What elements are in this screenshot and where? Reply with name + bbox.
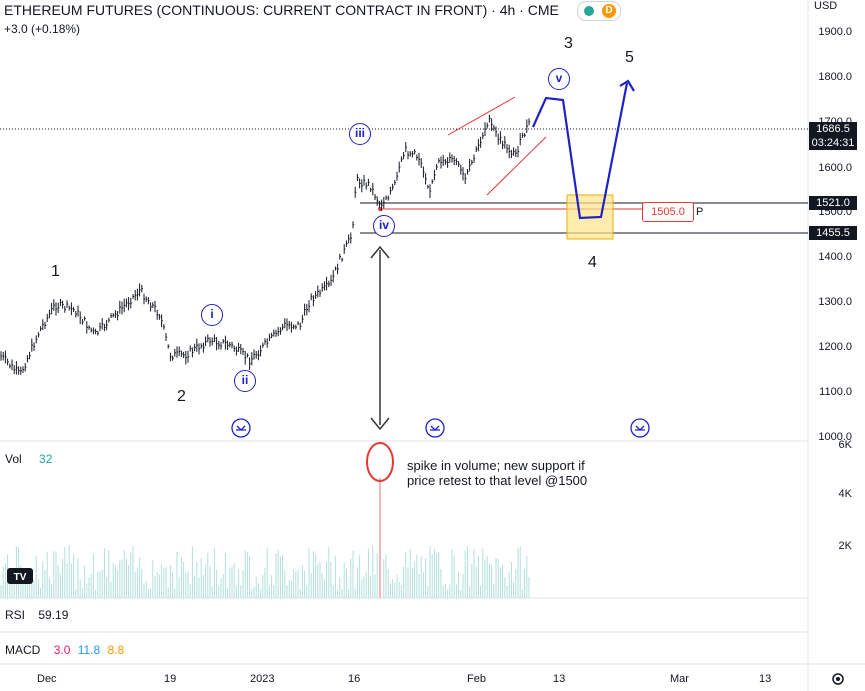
settings-gear-icon	[832, 673, 844, 685]
rsi-value: 59.19	[38, 608, 69, 622]
delayed-data-badge: D	[602, 4, 616, 18]
wave-label-i: i	[201, 304, 223, 326]
time-axis-label: Dec	[37, 673, 57, 685]
wedge-lower-line	[486, 136, 547, 196]
price-axis-label: 1400.0	[818, 251, 852, 263]
volume-bars	[0, 545, 530, 598]
macd-signal-value: 11.8	[77, 643, 101, 657]
market-status-badge[interactable]: D	[577, 1, 621, 21]
rsi-legend[interactable]: RSI 59.19	[5, 608, 68, 622]
wave-label-5: 5	[625, 49, 634, 66]
symbol-title[interactable]: ETHEREUM FUTURES (CONTINUOUS: CURRENT CO…	[4, 2, 559, 18]
svg-text:TV: TV	[14, 572, 27, 583]
time-marker-icon	[630, 418, 650, 438]
price-candles	[0, 114, 531, 375]
macd-label: MACD	[5, 643, 41, 657]
wave-label-iii: iii	[349, 123, 371, 145]
volume-axis-label: 6K	[838, 439, 852, 451]
support-1505-suffix: P	[696, 206, 704, 218]
time-marker-icon	[425, 418, 445, 438]
rsi-label: RSI	[5, 608, 26, 622]
wave-label-2: 2	[177, 388, 186, 405]
wave-label-3: 3	[564, 35, 573, 52]
time-axis-label: Mar	[670, 673, 689, 685]
price-change: +3.0 (+0.18%)	[4, 22, 81, 36]
wave-label-iv: iv	[373, 215, 395, 237]
tradingview-logo-icon: TV	[7, 568, 33, 584]
last-price-tag: 1686.5	[809, 122, 857, 136]
support-1505-label: 1505.0	[642, 202, 694, 222]
volume-legend[interactable]: Vol 32	[5, 452, 52, 466]
price-axis-label: 1900.0	[818, 26, 852, 38]
wave-label-ii: ii	[234, 370, 256, 392]
bar-countdown-tag: 03:24:31	[809, 136, 857, 150]
price-axis-label: 1600.0	[818, 162, 852, 174]
time-axis-label: 19	[164, 673, 177, 685]
macd-value: 3.0	[53, 643, 71, 657]
time-axis-label: 13	[553, 673, 566, 685]
support-1505-point	[378, 207, 382, 211]
macd-histogram-value: 8.8	[107, 643, 125, 657]
price-axis-label: 1000.0	[818, 431, 852, 443]
volume-label: Vol	[5, 452, 22, 466]
volume-value: 32	[39, 452, 53, 466]
volume-spike-circle	[366, 442, 394, 482]
time-axis-label: 2023	[250, 673, 275, 685]
wave-label-v: v	[548, 68, 570, 90]
macd-legend[interactable]: MACD 3.0 11.8 8.8	[5, 643, 124, 657]
projection-arrow-head	[619, 79, 635, 92]
time-axis-label: 16	[348, 673, 361, 685]
spike-arrow-head-up	[370, 245, 390, 259]
market-open-dot-icon	[584, 6, 594, 16]
volume-axis-label: 4K	[838, 488, 852, 500]
spike-arrow-head-down	[370, 417, 390, 431]
level-1521-tag: 1521.0	[809, 196, 857, 210]
price-axis-label: 1100.0	[819, 386, 852, 398]
time-axis-label: 13	[759, 673, 772, 685]
price-axis-label: 1300.0	[818, 296, 852, 308]
time-axis-label: Feb	[467, 673, 486, 685]
volume-spike-note: spike in volume; new support if price re…	[407, 458, 588, 488]
wave-label-1: 1	[51, 263, 60, 280]
wedge-upper-line	[447, 96, 516, 136]
volume-axis-label: 2K	[838, 540, 852, 552]
currency-selector[interactable]: USD	[814, 0, 838, 12]
projection-path	[531, 82, 629, 220]
level-1455-tag: 1455.5	[809, 226, 857, 240]
time-marker-icon	[231, 418, 251, 438]
price-axis-label: 1200.0	[818, 341, 852, 353]
price-axis-label: 1800.0	[818, 71, 852, 83]
wave-label-4: 4	[588, 254, 597, 271]
